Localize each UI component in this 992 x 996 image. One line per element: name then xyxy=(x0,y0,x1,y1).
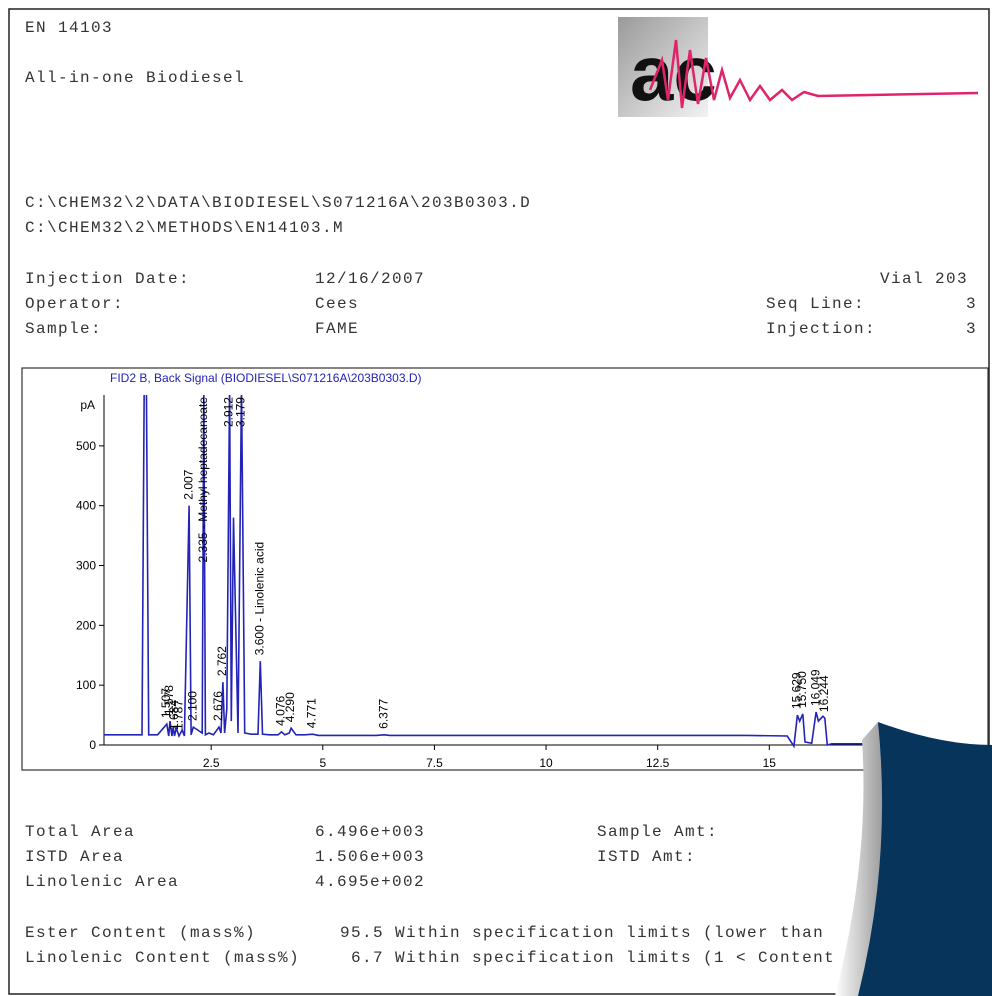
page-curl xyxy=(835,722,992,996)
content-label: Ester Content (mass%) xyxy=(25,924,256,942)
peak-label: 3.600 - Linolenic acid xyxy=(252,542,266,655)
info-label: Injection Date: xyxy=(25,270,190,288)
result-label: Linolenic Area xyxy=(25,873,179,891)
peak-label: 4.290 xyxy=(283,692,297,722)
result-label: ISTD Area xyxy=(25,848,124,866)
peak-label: 2.676 xyxy=(211,691,225,721)
file-path: C:\CHEM32\2\METHODS\EN14103.M xyxy=(25,219,344,237)
y-tick-label: 0 xyxy=(89,738,96,752)
peak-label: 2.007 xyxy=(181,469,195,499)
content-value: 95.5 Within specification limits (lower … xyxy=(340,924,824,942)
info-value: 12/16/2007 xyxy=(315,270,425,288)
peak-label: 6.377 xyxy=(376,698,390,728)
result-label: ISTD Amt: xyxy=(597,848,696,866)
signal-trace xyxy=(104,395,872,749)
peak-label: 1.684 xyxy=(167,700,181,730)
peak-label: 2.912 xyxy=(222,397,236,427)
y-axis-label: pA xyxy=(80,398,95,412)
info-value: 3 xyxy=(966,320,977,338)
report-title: All-in-one Biodiesel xyxy=(25,69,245,87)
peak-label: 3.179 xyxy=(234,397,248,427)
page-border xyxy=(8,8,990,995)
result-label: Total Area xyxy=(25,823,135,841)
peak-label: 2.762 xyxy=(215,646,229,676)
plot-area xyxy=(104,395,872,749)
peak-label: 1.507 xyxy=(159,688,173,718)
y-tick-label: 100 xyxy=(76,678,96,692)
peak-label: 4.076 xyxy=(274,695,288,725)
result-value: 6.496e+003 xyxy=(315,823,425,841)
info-label: Seq Line: xyxy=(766,295,865,313)
x-tick-label: 5 xyxy=(319,756,326,770)
y-tick-label: 300 xyxy=(76,559,96,573)
peak-label: 1.578 xyxy=(162,685,176,715)
chart-title: FID2 B, Back Signal (BIODIESEL\S071216A\… xyxy=(110,371,422,385)
info-value: FAME xyxy=(315,320,359,338)
x-tick-label: 15 xyxy=(763,756,777,770)
x-tick-label: 12.5 xyxy=(646,756,670,770)
y-tick-label: 200 xyxy=(76,618,96,632)
peak-label: 1.787 xyxy=(171,700,185,730)
content-label: Linolenic Content (mass%) xyxy=(25,949,300,967)
peak-label: 16.244 xyxy=(817,675,831,712)
info-label: Vial 203 xyxy=(880,270,968,288)
y-tick-label: 500 xyxy=(76,439,96,453)
peak-label: 16.049 xyxy=(808,669,822,706)
info-label: Injection: xyxy=(766,320,876,338)
peak-label: 2.100 xyxy=(185,691,199,721)
peak-label: 15.629 xyxy=(790,672,804,709)
peak-label: 2.335 - Methyl heptadecanoate xyxy=(196,397,210,563)
y-tick-label: 400 xyxy=(76,499,96,513)
file-path: C:\CHEM32\2\DATA\BIODIESEL\S071216A\203B… xyxy=(25,194,531,212)
peak-label: 4.771 xyxy=(305,698,319,728)
result-value: 1.506e+003 xyxy=(315,848,425,866)
info-value: Cees xyxy=(315,295,359,313)
method: EN 14103 xyxy=(25,19,113,37)
content-value: 6.7 Within specification limits (1 < Con… xyxy=(351,949,835,967)
result-label: Sample Amt: xyxy=(597,823,718,841)
chart-frame xyxy=(21,367,989,771)
x-tick-label: 10 xyxy=(539,756,553,770)
info-label: Operator: xyxy=(25,295,124,313)
logo: ac xyxy=(618,17,979,117)
info-label: Sample: xyxy=(25,320,102,338)
peak-label: 15.750 xyxy=(795,671,809,708)
x-tick-label: 7.5 xyxy=(426,756,443,770)
x-tick-label: 2.5 xyxy=(203,756,220,770)
result-value: 4.695e+002 xyxy=(315,873,425,891)
info-value: 3 xyxy=(966,295,977,313)
